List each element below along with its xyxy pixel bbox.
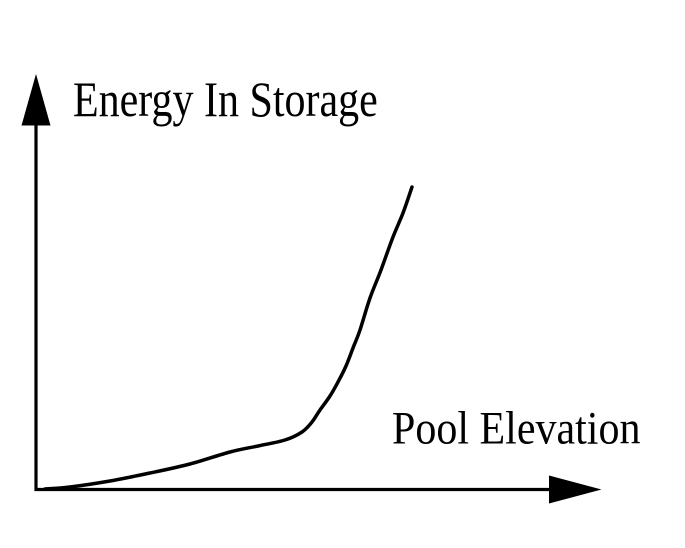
x-axis-arrowhead-icon: [549, 475, 602, 504]
y-axis-arrowhead-icon: [21, 74, 51, 126]
y-axis-title: Energy In Storage: [73, 73, 378, 128]
energy-storage-curve: [43, 185, 414, 491]
x-axis-title: Pool Elevation: [392, 403, 641, 455]
